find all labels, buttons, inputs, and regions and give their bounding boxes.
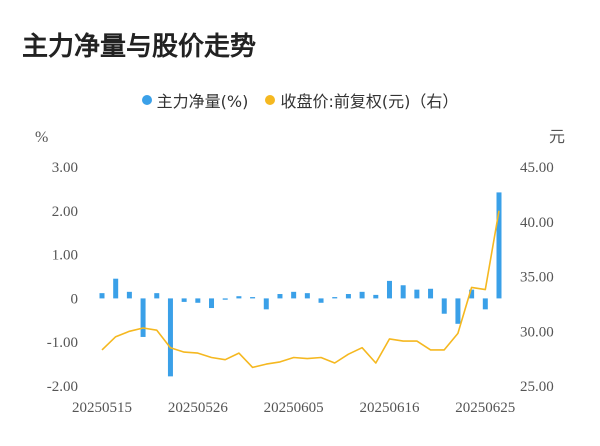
net-flow-bar [496,192,502,299]
x-axis-tick-label: 20250605 [264,400,324,416]
net-flow-bar [167,298,173,377]
net-flow-bar [373,294,379,299]
legend-item-bar[interactable]: 主力净量(%) [141,88,249,112]
left-axis-unit: % [35,129,48,146]
net-flow-bar [291,291,297,299]
net-flow-bar [469,289,475,299]
net-flow-bar [113,278,119,299]
net-flow-bar [359,291,365,299]
net-flow-bar [414,289,420,299]
legend-bar-dot-icon [141,95,152,105]
net-flow-bar [140,298,146,337]
left-axis-tick-label: -1.00 [47,335,78,351]
net-flow-bar [386,280,392,299]
legend-bar-label: 主力净量(%) [156,92,249,111]
net-flow-bar [345,294,351,299]
net-flow-bar [250,297,256,299]
right-axis-tick-label: 45.00 [520,160,554,176]
net-flow-bar [318,298,324,303]
net-flow-bar [482,298,488,310]
net-flow-bar [154,293,160,299]
x-axis-tick-label: 20250515 [72,400,132,416]
left-axis-tick-label: 0 [71,291,79,307]
left-axis-tick-label: 1.00 [52,248,78,264]
left-axis-tick-label: 2.00 [52,204,78,220]
net-flow-bar [400,285,406,299]
net-flow-bar [304,293,310,299]
net-flow-bar [209,298,215,309]
right-axis-tick-label: 25.00 [520,379,554,395]
left-axis-tick-label: -2.00 [47,379,78,395]
price-line [101,210,500,369]
right-axis-unit: 元 [549,129,565,146]
right-axis-tick-label: 35.00 [520,270,554,286]
right-axis-tick-label: 30.00 [520,324,554,340]
net-flow-bar [455,298,461,324]
net-flow-bar [428,288,434,299]
legend-line-dot-icon [265,95,276,105]
x-axis-tick-label: 20250625 [455,400,515,416]
net-flow-bar [181,298,187,302]
net-flow-bar [99,293,105,299]
net-flow-bar [222,298,228,300]
legend-item-line[interactable]: 收盘价:前复权(元)（右） [265,88,458,112]
x-axis-tick-label: 20250526 [168,400,229,416]
x-axis-tick-label: 20250616 [359,400,420,416]
chart-legend: 主力净量(%) 收盘价:前复权(元)（右） [0,88,600,112]
net-flow-bar [195,298,201,303]
right-axis-tick-label: 40.00 [520,215,554,231]
net-flow-bar [332,297,338,299]
legend-line-label: 收盘价:前复权(元)（右） [280,92,459,111]
net-flow-bar [263,298,269,310]
net-flow-bar [126,291,132,299]
net-flow-bar [277,294,283,299]
net-flow-bar [236,296,242,299]
left-axis-tick-label: 3.00 [52,160,78,176]
chart-title: 主力净量与股价走势 [22,32,257,62]
net-flow-bar [441,298,447,314]
